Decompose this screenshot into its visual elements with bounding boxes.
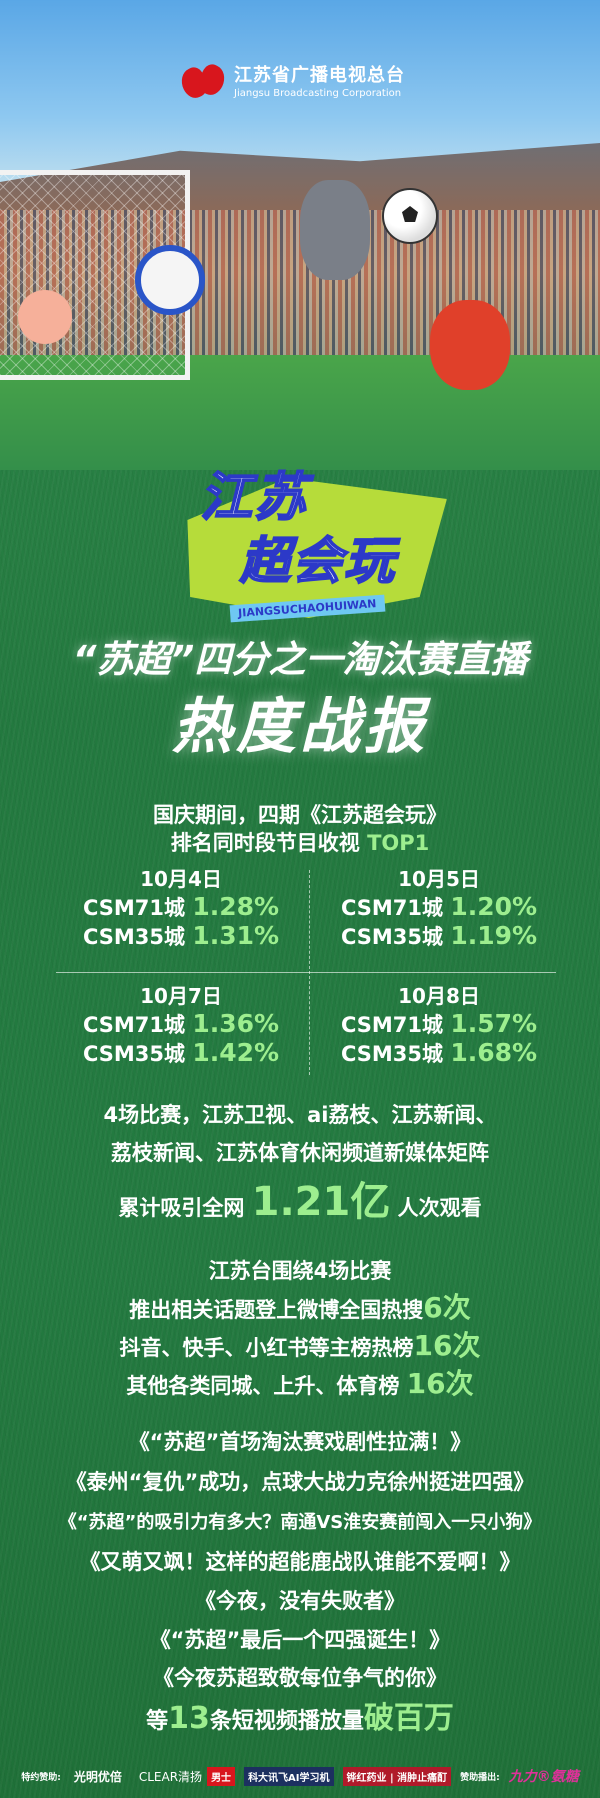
rating-row: CSM71城 1.57% xyxy=(314,1010,564,1039)
video-title: 《“苏超”首场淘汰赛戏剧性拉满！》 xyxy=(128,1430,472,1454)
jsbc-logo-icon xyxy=(180,62,226,102)
sponsor-jiuli: 九力®氨糖 xyxy=(508,1769,579,1785)
broadcast-label: 赞助播出: xyxy=(460,1772,500,1783)
sponsor-clear-men: 男士 xyxy=(207,1766,236,1786)
brand-name-cn: 江苏省广播电视总台 xyxy=(234,64,405,86)
peach-character xyxy=(18,290,72,344)
rating-cell: 10月7日 CSM71城 1.36% CSM35城 1.42% xyxy=(56,982,306,1068)
rating-label: CSM71城 xyxy=(340,896,451,920)
rooster-character xyxy=(430,300,510,390)
video-title: 《今夜，没有失败者》 xyxy=(195,1589,405,1613)
headline-line2: 热度战报 xyxy=(172,692,428,762)
rating-cell: 10月8日 CSM71城 1.57% CSM35城 1.68% xyxy=(314,982,564,1068)
summary-line: 等13条短视频播放量破百万 xyxy=(0,1700,600,1741)
rating-cell: 10月5日 CSM71城 1.20% CSM35城 1.19% xyxy=(314,865,564,951)
rating-row: CSM71城 1.20% xyxy=(314,893,564,922)
rating-value: 1.36% xyxy=(192,1009,280,1038)
rating-value: 1.57% xyxy=(450,1009,538,1038)
hot-title: 江苏台围绕4场比赛 xyxy=(208,1259,392,1283)
summary-highlight: 破百万 xyxy=(363,1701,454,1736)
rating-label: CSM71城 xyxy=(340,1013,451,1037)
top1-highlight: TOP1 xyxy=(367,831,430,855)
rating-row: CSM35城 1.68% xyxy=(314,1039,564,1068)
reach-line3: 累计吸引全网 1.21亿 人次观看 xyxy=(0,1178,600,1232)
show-logo: 江苏 超会玩 JIANGSUCHAOHUIWAN xyxy=(160,467,450,628)
hot-text: 推出相关话题登上微博全国热搜 xyxy=(129,1298,424,1322)
rating-value: 1.68% xyxy=(450,1038,538,1067)
hot-text: 抖音、快手、小红书等主榜热榜 xyxy=(119,1336,414,1360)
summary-middle: 条短视频播放量 xyxy=(209,1709,364,1734)
rating-row: CSM35城 1.31% xyxy=(56,922,306,951)
video-title: 《“苏超”的吸引力有多大？南通VS淮安赛前闯入一只小狗》 xyxy=(58,1512,542,1533)
hot-item: 推出相关话题登上微博全国热搜6次 xyxy=(0,1290,600,1328)
sponsor-clear: CLEAR清扬 xyxy=(138,1769,203,1784)
rating-value: 1.31% xyxy=(192,921,280,950)
hot-value: 6次 xyxy=(423,1291,471,1324)
brand-logo: 江苏省广播电视总台 Jiangsu Broadcasting Corporati… xyxy=(180,62,405,102)
duck-character xyxy=(135,245,205,315)
hot-value: 16次 xyxy=(406,1367,474,1400)
soccer-ball-icon xyxy=(382,188,438,244)
rating-cell: 10月4日 CSM71城 1.28% CSM35城 1.31% xyxy=(56,865,306,951)
intro-line2: 排名同时段节目收视 TOP1 xyxy=(0,830,600,856)
rating-label: CSM35城 xyxy=(82,925,193,949)
video-title: 《“苏超”最后一个四强诞生！》 xyxy=(149,1628,451,1652)
rating-row: CSM35城 1.42% xyxy=(56,1039,306,1068)
rating-label: CSM35城 xyxy=(340,1042,451,1066)
show-logo-line2: 超会玩 xyxy=(239,531,396,591)
rating-label: CSM71城 xyxy=(82,896,193,920)
rating-row: CSM71城 1.28% xyxy=(56,893,306,922)
hot-text: 其他各类同城、上升、体育榜 xyxy=(126,1374,407,1398)
rating-date: 10月8日 xyxy=(398,984,480,1008)
rating-label: CSM71城 xyxy=(82,1013,193,1037)
brand-name-en: Jiangsu Broadcasting Corporation xyxy=(234,87,402,99)
intro-text: 排名同时段节目收视 xyxy=(170,831,368,855)
reach-line2: 荔枝新闻、江苏体育休闲频道新媒体矩阵 xyxy=(111,1141,489,1165)
wolf-character xyxy=(300,180,370,280)
ratings-grid: 10月4日 CSM71城 1.28% CSM35城 1.31% 10月5日 CS… xyxy=(56,860,556,1085)
reach-suffix: 人次观看 xyxy=(390,1196,482,1220)
sponsor-pharma-name: 铧红药业 xyxy=(346,1772,387,1784)
headline-line1: “苏超”四分之一淘汰赛直播 xyxy=(72,638,528,681)
rating-value: 1.20% xyxy=(450,892,538,921)
sponsor-iflytek: 科大讯飞AI学习机 xyxy=(244,1766,334,1786)
reach-prefix: 累计吸引全网 xyxy=(118,1196,252,1220)
rating-value: 1.19% xyxy=(450,921,538,950)
show-logo-line1: 江苏 xyxy=(199,467,309,529)
video-title: 《又萌又飒！这样的超能鹿战队谁能不爱啊！》 xyxy=(79,1550,521,1574)
rating-date: 10月4日 xyxy=(140,867,222,891)
intro-line1: 国庆期间，四期《江苏超会玩》 xyxy=(153,803,447,827)
video-title: 《泰州“复仇”成功，点球大战力克徐州挺进四强》 xyxy=(65,1470,535,1494)
summary-prefix: 等 xyxy=(146,1709,169,1734)
rating-value: 1.28% xyxy=(192,892,280,921)
sponsor-guangming: 光明优倍 xyxy=(73,1769,122,1784)
rating-label: CSM35城 xyxy=(82,1042,193,1066)
sponsor-pharma: 铧红药业 | 消肿止痛酊 xyxy=(342,1766,452,1786)
sponsor-label: 特约赞助: xyxy=(21,1772,61,1783)
divider-horizontal xyxy=(56,972,556,973)
rating-row: CSM35城 1.19% xyxy=(314,922,564,951)
sponsor-bar: 特约赞助: 光明优倍 CLEAR清扬 男士 科大讯飞AI学习机 铧红药业 | 消… xyxy=(0,1765,600,1787)
rating-value: 1.42% xyxy=(192,1038,280,1067)
hot-item: 抖音、快手、小红书等主榜热榜16次 xyxy=(0,1328,600,1366)
rating-date: 10月7日 xyxy=(140,984,222,1008)
video-title: 《今夜苏超致敬每位争气的你》 xyxy=(153,1666,447,1690)
hero-illustration: 江苏省广播电视总台 Jiangsu Broadcasting Corporati… xyxy=(0,0,600,470)
reach-line1: 4场比赛，江苏卫视、ai荔枝、江苏新闻、 xyxy=(103,1103,497,1127)
reach-value: 1.21亿 xyxy=(251,1179,391,1225)
summary-count: 13 xyxy=(168,1701,210,1736)
rating-label: CSM35城 xyxy=(340,925,451,949)
hot-value: 16次 xyxy=(413,1329,481,1362)
rating-row: CSM71城 1.36% xyxy=(56,1010,306,1039)
hot-item: 其他各类同城、上升、体育榜 16次 xyxy=(0,1366,600,1404)
rating-date: 10月5日 xyxy=(398,867,480,891)
sponsor-pharma-product: 消肿止痛酊 xyxy=(397,1772,448,1784)
